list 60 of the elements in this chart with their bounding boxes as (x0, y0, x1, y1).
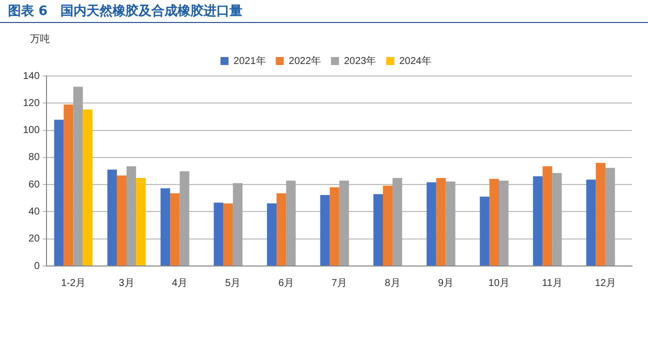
bar (286, 180, 296, 266)
y-tick-label: 100 (22, 125, 40, 136)
x-tick-label: 7月 (332, 278, 348, 289)
bar (180, 171, 190, 266)
bar (136, 178, 146, 266)
bar (542, 166, 552, 266)
bar (266, 203, 277, 266)
bar (73, 86, 83, 266)
legend-label: 2024年 (399, 54, 432, 67)
y-tick-label: 140 (22, 70, 40, 82)
x-tick-label: 1-2月 (61, 278, 86, 289)
x-tick-label: 8月 (384, 278, 400, 289)
x-tick-label: 3月 (118, 278, 134, 289)
y-tick-label: 120 (22, 98, 40, 109)
bar (480, 196, 490, 266)
bar (320, 195, 330, 266)
x-tick-label: 12月 (594, 278, 616, 289)
bar (339, 180, 349, 266)
x-tick-label: 5月 (225, 278, 241, 289)
legend-label: 2022年 (288, 54, 322, 67)
bar (276, 193, 286, 266)
y-tick-label: 60 (28, 179, 40, 190)
bar (54, 120, 64, 266)
bar (392, 178, 402, 266)
x-tick-label: 9月 (438, 278, 454, 289)
bar (214, 202, 224, 266)
y-tick-label: 40 (28, 206, 40, 218)
bar (223, 203, 233, 266)
bar (170, 193, 180, 266)
bar (533, 176, 543, 266)
x-tick-label: 6月 (278, 278, 294, 289)
x-tick-label: 10月 (488, 278, 510, 289)
bar (426, 182, 436, 266)
bar (596, 162, 606, 266)
x-tick-label: 4月 (172, 278, 188, 289)
x-tick-label: 11月 (542, 278, 562, 289)
bar (82, 110, 92, 266)
bar (126, 166, 136, 266)
y-tick-label: 20 (28, 234, 40, 245)
bar (552, 173, 562, 266)
chart-title: 图表 6 国内天然橡胶及合成橡胶进口量 (8, 2, 243, 20)
y-tick-label: 80 (28, 152, 40, 164)
bar (373, 194, 383, 266)
bar (586, 180, 596, 266)
bar (116, 175, 126, 266)
bar (64, 104, 74, 266)
bar (160, 188, 170, 266)
bar (232, 183, 242, 266)
bar (489, 178, 499, 266)
bar (330, 187, 340, 266)
y-axis-title: 万吨 (30, 32, 50, 46)
legend-label: 2021年 (234, 54, 266, 67)
legend-label: 2023年 (344, 54, 376, 67)
bar (436, 178, 446, 266)
bar (446, 181, 456, 266)
bar (498, 180, 509, 266)
bar (382, 186, 393, 266)
bar (107, 170, 117, 266)
bar (605, 168, 615, 266)
y-tick-label: 0 (34, 260, 40, 272)
